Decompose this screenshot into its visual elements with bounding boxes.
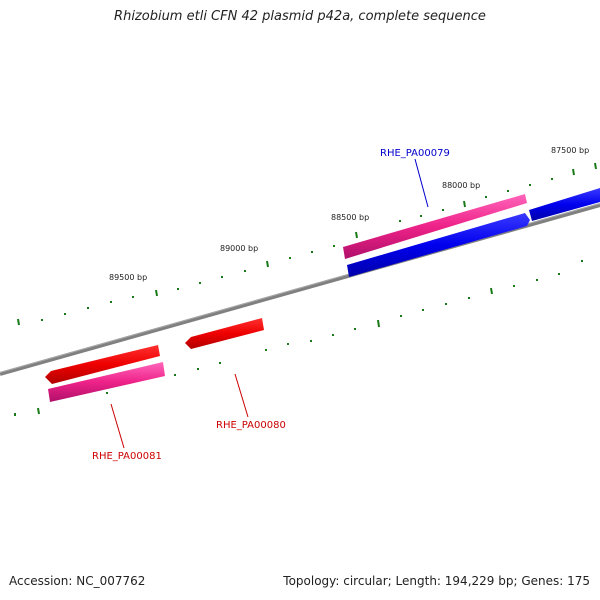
scale-label-87500: 87500 bp <box>551 146 589 155</box>
inner-tick-row <box>14 260 583 416</box>
scale-label-88500: 88500 bp <box>331 213 369 222</box>
scale-label-89500: 89500 bp <box>109 273 147 282</box>
label-leader-rhe-pa00081 <box>110 403 125 449</box>
gene-label-rhe-pa00081[interactable]: RHE_PA00081 <box>92 451 162 462</box>
tick-mark <box>463 200 466 208</box>
accession-text: Accession: NC_007762 <box>9 574 146 588</box>
tick-mark <box>572 168 575 176</box>
tick-mark <box>17 318 20 326</box>
topology-text: Topology: circular; Length: 194,229 bp; … <box>283 574 590 588</box>
outer-tick-row <box>17 162 597 326</box>
gene-rhe-pa00079-feature-next[interactable] <box>529 188 600 221</box>
tick-mark <box>37 407 40 415</box>
label-leader-rhe-pa00079 <box>414 158 429 208</box>
tick-mark <box>377 319 380 328</box>
tick-mark <box>594 162 597 170</box>
scale-label-88000: 88000 bp <box>442 181 480 190</box>
scale-label-89000: 89000 bp <box>220 244 258 253</box>
gene-rhe-pa00079-cds-feature[interactable] <box>343 194 527 259</box>
tick-mark <box>355 231 358 239</box>
gene-rhe-pa00080-feature[interactable] <box>185 318 264 349</box>
gene-label-rhe-pa00080[interactable]: RHE_PA00080 <box>216 420 286 431</box>
tick-mark <box>490 287 493 295</box>
gene-rhe-pa00081-feature[interactable] <box>45 345 160 384</box>
gene-rhe-pa00081-cds-feature[interactable] <box>48 362 165 402</box>
gene-rhe-pa00079-feature[interactable] <box>347 213 530 277</box>
map-title: Rhizobium etli CFN 42 plasmid p42a, comp… <box>114 9 486 24</box>
tick-mark <box>155 289 158 297</box>
tick-mark <box>266 260 269 268</box>
label-leader-rhe-pa00080 <box>234 373 249 418</box>
gene-label-rhe-pa00079[interactable]: RHE_PA00079 <box>380 148 450 159</box>
